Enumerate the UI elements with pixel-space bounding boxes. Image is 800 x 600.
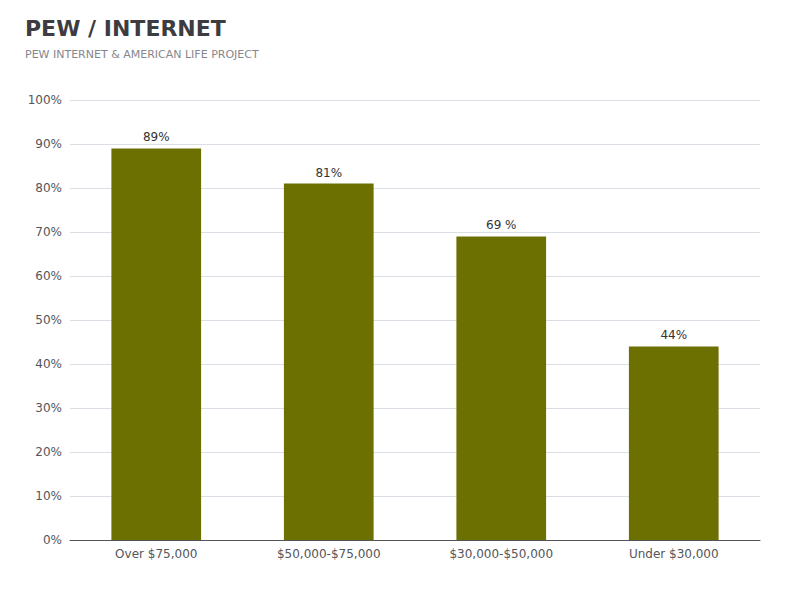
svg-text:20%: 20%	[35, 445, 62, 459]
svg-text:100%: 100%	[28, 93, 62, 107]
svg-text:90%: 90%	[35, 137, 62, 151]
svg-text:70%: 70%	[35, 225, 62, 239]
svg-text:40%: 40%	[35, 357, 62, 371]
svg-text:69 %: 69 %	[486, 218, 517, 232]
svg-text:81%: 81%	[315, 166, 342, 180]
svg-text:0%: 0%	[43, 533, 62, 547]
svg-text:$30,000-$50,000: $30,000-$50,000	[449, 547, 553, 561]
svg-text:$50,000-$75,000: $50,000-$75,000	[277, 547, 381, 561]
svg-text:Under $30,000: Under $30,000	[629, 547, 719, 561]
svg-text:10%: 10%	[35, 489, 62, 503]
svg-text:80%: 80%	[35, 181, 62, 195]
svg-text:89%: 89%	[143, 130, 170, 144]
svg-text:44%: 44%	[660, 328, 687, 342]
svg-text:Over $75,000: Over $75,000	[115, 547, 197, 561]
svg-text:50%: 50%	[35, 313, 62, 327]
svg-text:PEW / INTERNET: PEW / INTERNET	[25, 16, 226, 41]
svg-text:30%: 30%	[35, 401, 62, 415]
svg-text:60%: 60%	[35, 269, 62, 283]
svg-text:PEW INTERNET & AMERICAN LIFE P: PEW INTERNET & AMERICAN LIFE PROJECT	[25, 48, 259, 61]
